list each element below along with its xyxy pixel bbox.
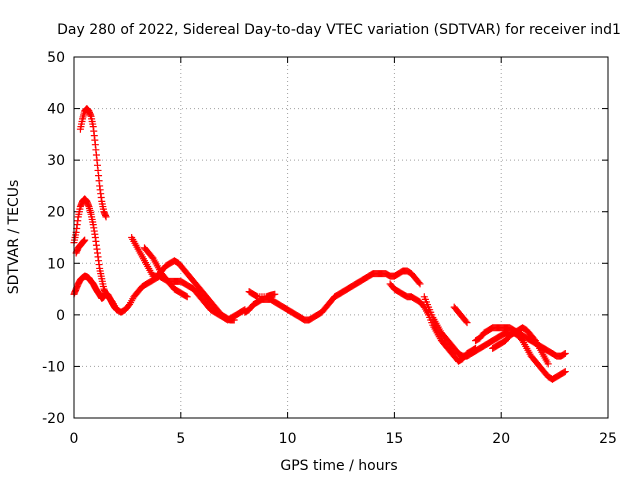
y-tick-label: -10 xyxy=(42,359,65,375)
data-point xyxy=(463,319,471,327)
data-point xyxy=(415,279,423,287)
data-point xyxy=(230,316,238,324)
series-arc-4 xyxy=(72,236,89,257)
data-point xyxy=(416,280,424,288)
series-arc-12 xyxy=(489,324,552,368)
tick-layer: 0 5 10 15 20 25 -20 -10 0 10 20 30 40 50 xyxy=(42,50,617,447)
x-axis-label: GPS time / hours xyxy=(280,458,397,474)
series-arc-13 xyxy=(245,288,279,301)
data-point xyxy=(81,236,89,244)
chart-title: Day 280 of 2022, Sidereal Day-to-day VTE… xyxy=(57,22,621,38)
data-point xyxy=(183,293,191,301)
y-tick-label: 10 xyxy=(47,256,65,272)
data-point xyxy=(544,360,552,368)
series-arc-7 xyxy=(140,244,191,301)
data-point xyxy=(271,290,279,298)
data-point xyxy=(182,292,190,300)
x-tick-label: 15 xyxy=(385,431,403,447)
x-tick-label: 5 xyxy=(176,431,185,447)
series-arc-3 xyxy=(76,105,110,221)
series-arc-14 xyxy=(450,303,471,327)
plot-frame xyxy=(73,56,609,419)
y-axis-label: SDTVAR / TECUs xyxy=(6,180,22,295)
x-tick-label: 10 xyxy=(279,431,297,447)
x-tick-label: 20 xyxy=(492,431,510,447)
data-point xyxy=(462,317,470,325)
series-arc-6 xyxy=(128,234,238,324)
data-point xyxy=(560,368,568,376)
x-tick-label: 0 xyxy=(70,431,79,447)
y-tick-label: -20 xyxy=(42,411,65,427)
data-point xyxy=(561,350,569,358)
series-arc-10 xyxy=(420,293,569,383)
y-tick-label: 20 xyxy=(47,205,65,221)
data-point xyxy=(253,292,261,300)
data-point xyxy=(560,350,568,358)
y-tick-label: 0 xyxy=(56,308,65,324)
series-arc-8 xyxy=(241,267,424,324)
y-tick-label: 50 xyxy=(47,50,65,66)
series-arc-2 xyxy=(70,195,110,298)
x-tick-label: 25 xyxy=(599,431,617,447)
y-tick-label: 30 xyxy=(47,153,65,169)
grid-layer xyxy=(74,57,608,418)
data-point xyxy=(102,213,110,221)
y-tick-label: 40 xyxy=(47,102,65,118)
data-marks xyxy=(70,105,569,383)
data-point xyxy=(561,368,569,376)
series-arc-1 xyxy=(70,272,121,314)
